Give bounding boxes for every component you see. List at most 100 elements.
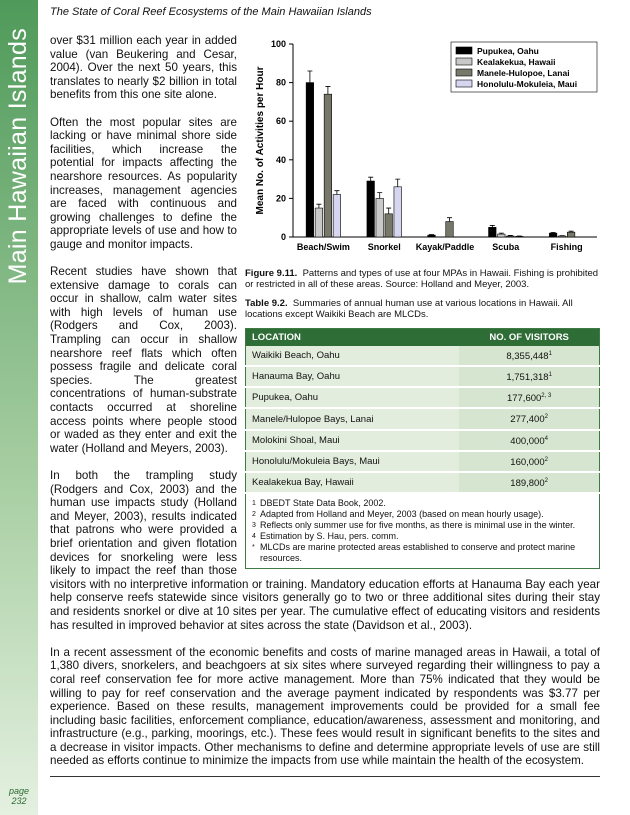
bar [497, 233, 506, 238]
error-bar [568, 230, 574, 233]
visitors: 400,000 [510, 435, 545, 447]
caption-label: Table 9.2. [245, 298, 288, 309]
legend-swatch [455, 46, 473, 55]
legend-swatch [455, 68, 473, 77]
visitors: 8,355,448 [506, 351, 549, 363]
caption-text: Summaries of annual human use at various… [245, 298, 573, 320]
page-label: page [8, 786, 30, 796]
page-number: page 232 [0, 786, 38, 806]
footnote-text: Estimation by S. Hau, pers. comm. [260, 531, 399, 542]
footnote-ref: 1 [548, 351, 552, 357]
y-tick-label: 0 [281, 232, 286, 242]
visitors: 160,000 [510, 456, 545, 468]
visitors-cell: 160,0002 [459, 450, 600, 473]
error-bar [395, 178, 401, 187]
visitors: 1,751,318 [506, 372, 549, 384]
table-caption: Table 9.2. Summaries of annual human use… [245, 298, 600, 320]
legend-label: Pupukea, Oahu [477, 46, 539, 56]
x-tick-label: Kayak/Paddle [416, 242, 475, 252]
footnote-ref: 1 [548, 372, 552, 379]
location-cell: Waikiki Beach, Oahu [245, 346, 460, 368]
y-tick-label: 100 [271, 39, 286, 49]
figure-caption: Figure 9.11. Patterns and types of use a… [245, 268, 600, 290]
table-header: NO. OF VISITORS [459, 328, 600, 346]
error-bar [307, 70, 313, 83]
bar [506, 235, 515, 238]
location-cell: Molokini Shoal, Maui [245, 429, 460, 452]
footnote-text: Reflects only summer use for five months… [260, 520, 576, 531]
x-tick-label: Fishing [551, 242, 583, 252]
location-cell: Kealakekua Bay, Hawaii [245, 471, 460, 495]
running-header: The State of Coral Reef Ecosystems of th… [50, 6, 372, 18]
error-bar [507, 235, 513, 237]
location-cell: Hanauma Bay, Oahu [245, 366, 460, 389]
footer-rule [50, 776, 600, 777]
y-tick-label: 20 [276, 193, 286, 203]
footnote-ref: 2, 3 [541, 393, 552, 400]
error-bar [325, 86, 331, 95]
body-text: 0 20 40 60 80 100 Mean No. of Activities per H… [50, 34, 600, 782]
y-tick-label: 80 [276, 78, 286, 88]
x-tick-label: Scuba [492, 242, 520, 252]
bar [567, 231, 576, 238]
bar [515, 236, 524, 238]
footnote-ref: 2 [544, 456, 548, 463]
error-bar [316, 203, 322, 209]
footnote-marker: 3 [252, 522, 256, 530]
paragraph: In a recent assessment of the economic b… [50, 645, 600, 768]
paragraph: Recent studies have shown that extensive… [50, 265, 237, 455]
table-row: Honolulu/Mokuleia Bays, Maui 160,0002 [245, 450, 600, 473]
bar [393, 186, 402, 238]
paragraphs: over $31 million each year in added valu… [50, 34, 600, 768]
table-row: Hanauma Bay, Oahu 1,751,3181 [245, 366, 600, 389]
visitors: 189,800 [510, 478, 545, 490]
table-header: LOCATION [245, 328, 460, 346]
bar [558, 235, 567, 238]
table-row: Pupukea, Oahu 177,6002, 3 [245, 387, 600, 410]
legend-swatch [455, 79, 473, 88]
visitors-cell: 400,0004 [459, 429, 600, 452]
table-row: Waikiki Beach, Oahu 8,355,4481 [245, 346, 600, 368]
footnote-marker: 2 [252, 511, 256, 519]
sidebar: Main Hawaiian Islands page 232 [0, 0, 38, 815]
footnote-marker: * [252, 544, 255, 552]
legend-swatch [455, 57, 473, 66]
visitors-cell: 1,751,3181 [459, 366, 600, 389]
location-cell: Pupukea, Oahu [245, 387, 460, 410]
location-cell: Manele/Hulopoe Bays, Lanai [245, 408, 460, 431]
legend-label: Manele-Hulopoe, Lanai [477, 68, 570, 78]
caption-text: Patterns and types of use at four MPAs i… [245, 268, 599, 290]
error-bar [377, 192, 383, 199]
location-cell: Honolulu/Mokuleia Bays, Maui [245, 450, 460, 473]
visitors-cell: 8,355,4481 [459, 346, 600, 368]
x-tick-label: Beach/Swim [297, 242, 350, 252]
visitors-cell: 177,6002, 3 [459, 387, 600, 410]
legend-label: Honolulu-Mokuleia, Maui [477, 79, 577, 89]
footnote-text: DBEDT State Data Book, 2002. [260, 498, 386, 509]
bar [427, 234, 436, 238]
visitors-cell: 277,4002 [459, 408, 600, 431]
error-bar [368, 176, 374, 182]
error-bar [429, 234, 434, 236]
visitors-cell: 189,8002 [459, 471, 600, 495]
error-bar [386, 207, 392, 214]
footnote-marker: 4 [252, 533, 256, 541]
bar [384, 213, 393, 238]
bar [549, 232, 558, 238]
footnote-ref: 4 [544, 435, 548, 442]
footnote-ref: 2 [544, 414, 548, 421]
footnote-text: Adapted from Holland and Meyer, 2003 (ba… [260, 509, 544, 520]
footnote-text: MLCDs are marine protected areas establi… [260, 542, 576, 564]
footnote: 2 Adapted from Holland and Meyer, 2003 (b… [252, 509, 593, 520]
footnotes: 1 DBEDT State Data Book, 2002. 2 Adapted fr… [245, 494, 600, 570]
y-tick-label: 60 [276, 116, 286, 126]
y-tick-label: 40 [276, 155, 286, 165]
bar [488, 227, 497, 238]
footnote-marker: 1 [252, 500, 256, 508]
bar [314, 207, 323, 238]
bar [445, 221, 454, 238]
x-tick-label: Snorkel [368, 242, 401, 252]
table-row: Manele/Hulopoe Bays, Lanai 277,4002 [245, 408, 600, 431]
footnote: 3 Reflects only summer use for five month… [252, 520, 593, 531]
